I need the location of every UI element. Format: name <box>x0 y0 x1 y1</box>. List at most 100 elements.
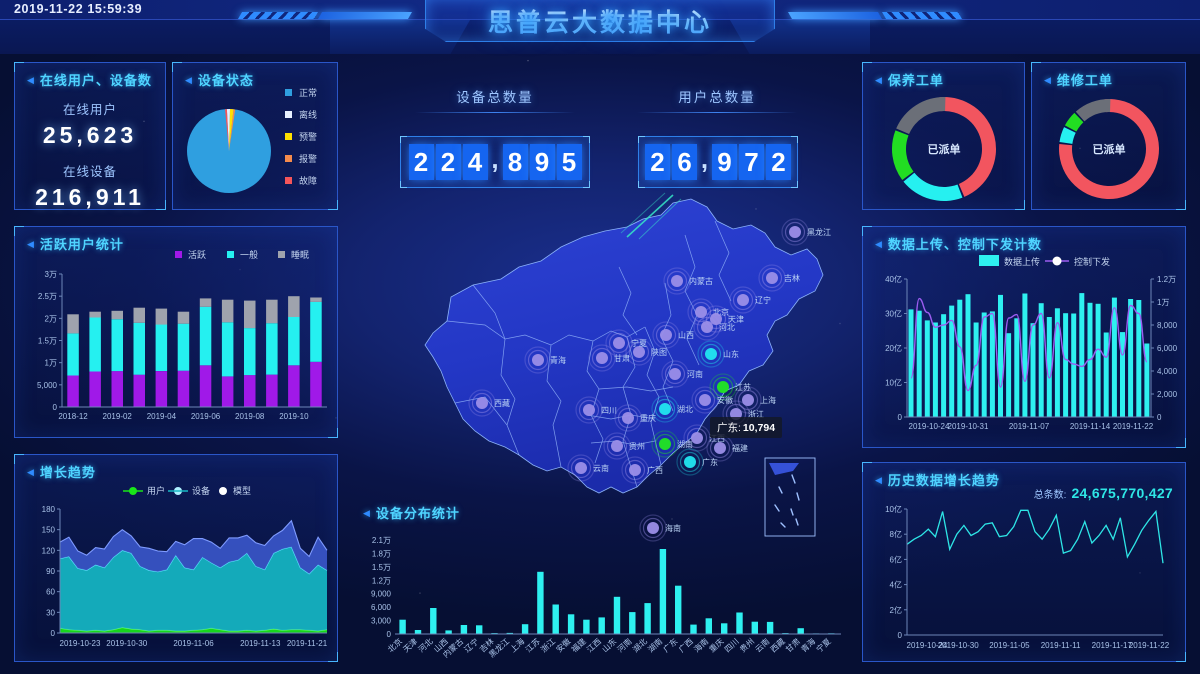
map-marker[interactable]: 天津 <box>702 305 744 333</box>
svg-text:2019-11-06: 2019-11-06 <box>173 639 214 648</box>
map-marker[interactable]: 湖北 <box>651 395 693 423</box>
tooltip-value: 10,794 <box>742 422 776 434</box>
map-marker[interactable]: 宁夏 <box>605 329 647 357</box>
bar-segment <box>155 371 168 407</box>
map-marker[interactable]: 广西 <box>621 456 663 484</box>
panel-title-repair: ◀ 维修工单 <box>1044 73 1113 88</box>
header: 思普云大数据中心 <box>0 0 1200 54</box>
map-marker[interactable]: 云南 <box>567 454 609 482</box>
bar-segment <box>111 371 123 407</box>
map-marker[interactable]: 甘肃 <box>588 344 630 372</box>
panel-title-online: ◀ 在线用户、设备数 <box>27 73 152 88</box>
map-marker[interactable]: 河北 <box>693 313 735 341</box>
bar-segment <box>244 328 256 376</box>
map-marker[interactable]: 重庆 <box>614 404 656 432</box>
svg-text:2019-10-30: 2019-10-30 <box>938 641 979 650</box>
map-marker-label: 河北 <box>719 322 735 332</box>
area-series <box>60 520 327 574</box>
panel-upload-control: ◀ 数据上传、控制下发计数 数据上传 控制下发 0 10亿 20亿 30亿 40亿 0 2,… <box>862 226 1186 448</box>
map-marker[interactable]: 广东 <box>676 448 718 476</box>
header-band <box>0 20 1200 54</box>
digit-cell: 2 <box>435 144 461 180</box>
header-left-stripe-icon <box>237 12 319 19</box>
svg-text:一般: 一般 <box>240 249 258 260</box>
map-marker[interactable]: 上海 <box>734 386 776 414</box>
active-users-legend: 活跃 一般 睡眠 <box>175 249 309 260</box>
online-users-label: 在线用户 <box>62 103 117 117</box>
digit-cell: 9 <box>529 144 555 180</box>
x-tick-label: 贵州 <box>738 636 757 654</box>
bar <box>908 309 914 417</box>
map-marker[interactable]: 山东 <box>697 340 739 368</box>
bar <box>445 630 452 634</box>
bar-segment <box>244 375 256 407</box>
svg-text:2019-10-24: 2019-10-24 <box>907 641 948 650</box>
map-marker-label: 江苏 <box>735 382 751 392</box>
map-marker[interactable]: 山西 <box>652 321 694 349</box>
total-users-title: 用户总数量 <box>678 90 756 105</box>
bar-segment <box>266 374 278 407</box>
svg-text:2019-11-13: 2019-11-13 <box>240 639 281 648</box>
svg-text:正常: 正常 <box>299 87 317 98</box>
svg-text:3万: 3万 <box>45 270 57 279</box>
bar <box>981 312 987 417</box>
map-marker[interactable]: 黑龙江 <box>781 218 831 246</box>
map-marker[interactable]: 河南 <box>661 360 703 388</box>
datetime-text: 2019-11-22 15:59:39 <box>14 2 143 16</box>
map-marker[interactable]: 湖南 <box>651 430 693 458</box>
map-marker[interactable]: 吉林 <box>758 264 800 292</box>
map-marker[interactable]: 江苏 <box>709 373 751 401</box>
bar <box>1111 297 1117 417</box>
map-marker[interactable]: 贵州 <box>603 432 645 460</box>
bar-segment <box>133 322 145 375</box>
bar-segment <box>244 300 256 329</box>
svg-text:6,000: 6,000 <box>371 603 392 612</box>
panel-device-status: ◀ 设备状态 正常 离线 预警 报警 故障 <box>172 62 338 210</box>
map-marker[interactable]: 安徽 <box>691 386 733 414</box>
svg-text:0: 0 <box>898 413 903 422</box>
x-tick-label: 湖南 <box>646 636 665 654</box>
map-marker-label: 湖北 <box>677 405 693 414</box>
x-tick-label: 天津 <box>401 636 420 654</box>
x-tick-label: 云南 <box>753 636 772 654</box>
repair-center-label: 已派单 <box>1093 142 1126 156</box>
map-marker-label: 宁夏 <box>631 338 647 348</box>
bar-segment <box>288 317 300 366</box>
map-marker[interactable]: 辽宁 <box>729 286 771 314</box>
bar-segment <box>111 319 123 372</box>
map-marker[interactable]: 海南 <box>639 514 681 542</box>
bar <box>1063 313 1069 417</box>
panel-title-device-status: ◀ 设备状态 <box>185 73 254 88</box>
svg-text:0: 0 <box>898 631 903 640</box>
china-map[interactable]: 黑龙江吉林内蒙古辽宁北京河北天津山西河南山东江苏上海安徽湖北湖南浙江江西福建广东… <box>355 175 845 575</box>
map-marker-label: 西藏 <box>494 398 510 408</box>
map-marker-label: 黑龙江 <box>807 227 831 237</box>
x-tick-label: 浙江 <box>539 636 558 654</box>
x-tick-label: 重庆 <box>707 636 726 654</box>
x-tick-label: 福建 <box>569 636 588 654</box>
bar-segment <box>199 298 212 307</box>
x-tick-label: 宁夏 <box>814 636 833 654</box>
map-marker[interactable]: 江西 <box>683 424 725 452</box>
bar <box>644 603 651 634</box>
map-marker-label: 吉林 <box>784 273 800 283</box>
map-marker[interactable]: 内蒙古 <box>663 267 713 295</box>
map-marker[interactable]: 陕图 <box>625 338 667 366</box>
active-users-y-axis: 0 5,000 1万 1.5万 2万 2.5万 3万 <box>37 270 62 412</box>
map-marker-label: 云南 <box>593 463 609 473</box>
map-marker[interactable]: 四川 <box>575 396 617 424</box>
triangle-icon: ◀ <box>875 239 883 249</box>
bar <box>675 585 682 634</box>
map-marker[interactable]: 北京 <box>687 298 729 326</box>
svg-text:30亿: 30亿 <box>885 309 902 319</box>
bar <box>797 628 804 634</box>
map-markers-layer[interactable]: 黑龙江吉林内蒙古辽宁北京河北天津山西河南山东江苏上海安徽湖北湖南浙江江西福建广东… <box>468 218 831 542</box>
svg-text:2019-10-23: 2019-10-23 <box>60 639 101 648</box>
svg-text:9,000: 9,000 <box>371 590 392 599</box>
area-series-line <box>59 626 328 632</box>
map-marker[interactable]: 青海 <box>524 346 566 374</box>
map-marker[interactable]: 西藏 <box>468 389 510 417</box>
